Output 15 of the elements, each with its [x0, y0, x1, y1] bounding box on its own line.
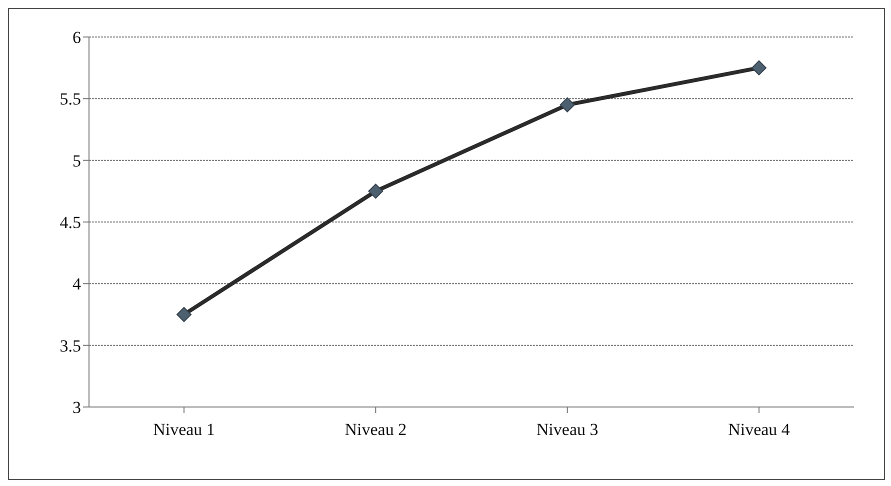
x-tick-label: Niveau 2 — [344, 420, 407, 440]
point — [176, 307, 192, 322]
y-tick-label: 4 — [72, 274, 82, 294]
point — [368, 184, 384, 199]
x-tick-label: Niveau 3 — [536, 420, 598, 440]
y-tick-label: 4.5 — [60, 213, 81, 232]
y-tick-label: 3.5 — [60, 336, 81, 356]
y-tick-label: 3 — [72, 398, 81, 418]
point — [752, 60, 766, 76]
y-tick-label: 5.5 — [60, 90, 81, 109]
x-tick-label: Niveau 1 — [153, 420, 215, 440]
y-tick-label: 6 — [72, 28, 81, 48]
x-tick-label: Niveau 4 — [728, 420, 790, 440]
y-tick-label: 5 — [72, 151, 81, 170]
point — [560, 97, 575, 112]
